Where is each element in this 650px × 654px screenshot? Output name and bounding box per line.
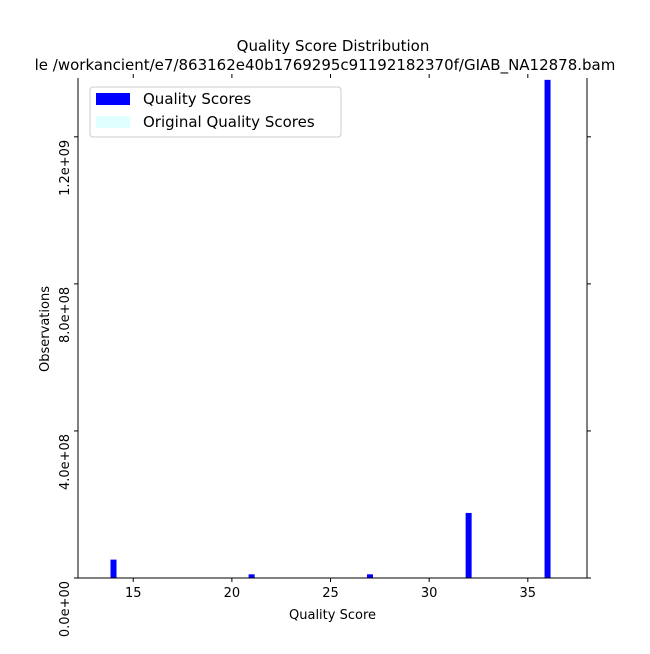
legend-label-1: Original Quality Scores (143, 113, 315, 131)
plot-area: 15 20 25 30 35 0.0e+00 4.0e+08 8.0e+08 1.2e+09 (58, 74, 591, 637)
bar-series-0-q32 (465, 512, 472, 578)
legend-swatch-0 (96, 93, 130, 105)
y-tick-label-3: 1.2e+09 (58, 140, 73, 196)
chart-title: Quality Score Distribution (237, 37, 430, 55)
x-tick-label-20: 20 (224, 586, 241, 601)
y-tick-label-0: 0.0e+00 (58, 581, 73, 637)
x-tick-label-15: 15 (125, 586, 142, 601)
bar-series-0-q36 (544, 79, 551, 579)
chart-subtitle: le /workancient/e7/863162e40b1769295c911… (35, 56, 616, 75)
legend-box (89, 86, 342, 138)
x-axis-label: Quality Score (289, 608, 376, 623)
legend: Quality Scores Original Quality Scores (89, 86, 342, 138)
x-tick-label-30: 30 (421, 586, 438, 601)
x-tick-label-35: 35 (520, 586, 537, 601)
bar-series-0-q14 (110, 559, 117, 578)
y-tick-label-1: 4.0e+08 (58, 434, 73, 490)
y-tick-label-2: 8.0e+08 (58, 287, 73, 343)
y-axis-label: Observations (38, 286, 53, 372)
bar-series-0-q27 (366, 574, 373, 578)
x-tick-label-25: 25 (322, 586, 339, 601)
legend-label-0: Quality Scores (143, 90, 251, 108)
legend-swatch-1 (96, 116, 130, 128)
bar-series-0-q21 (248, 574, 255, 578)
